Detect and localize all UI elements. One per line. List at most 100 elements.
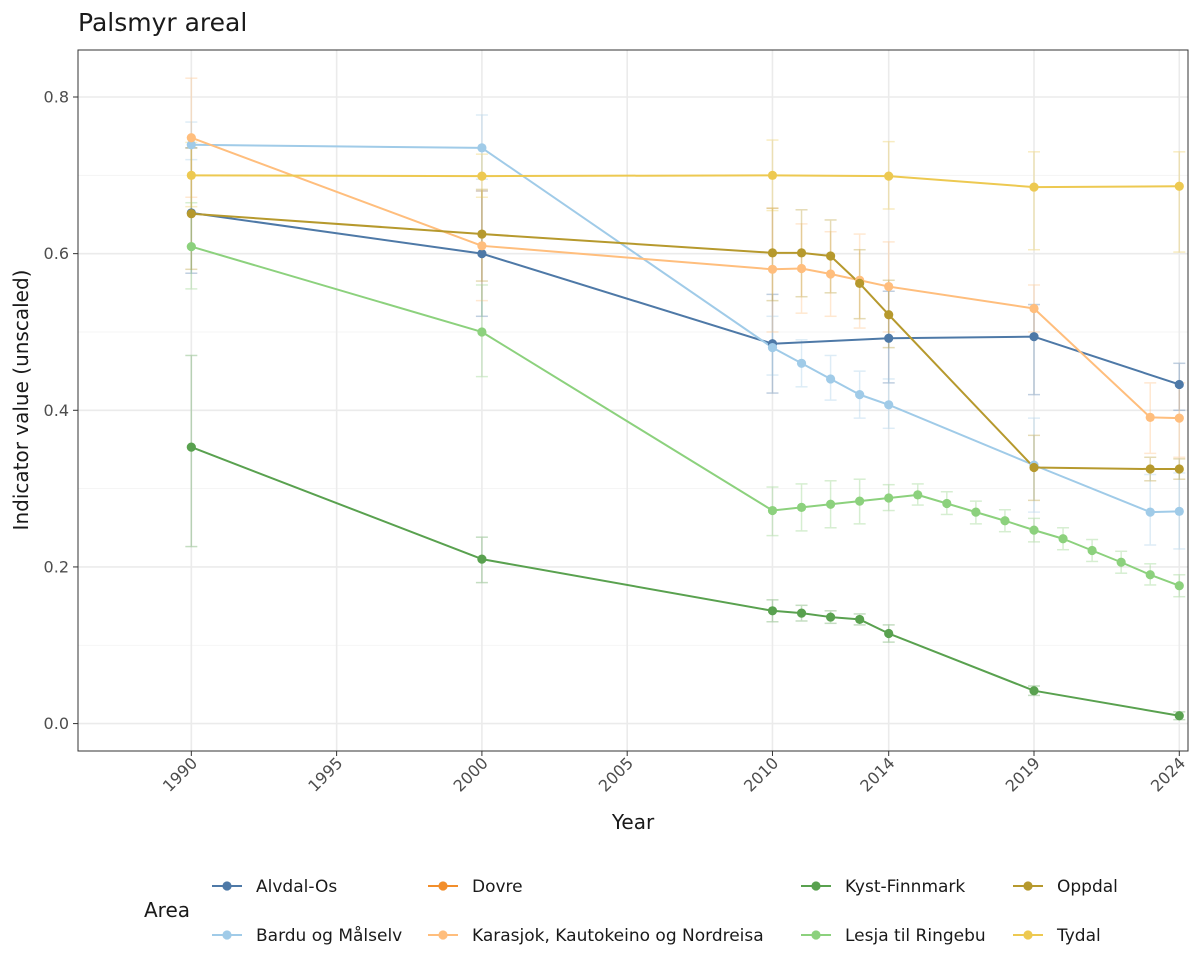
error-bars xyxy=(185,77,1186,721)
y-tick-label-0: 0.0 xyxy=(44,714,69,733)
point-tydal-1990 xyxy=(186,170,196,180)
point-kyst-finnmark-2019 xyxy=(1029,686,1039,696)
legend-label-bardu-og-malselv: Bardu og Målselv xyxy=(256,925,402,946)
series-line-oppdal xyxy=(191,212,1180,471)
point-lesja-til-ringebu-2011 xyxy=(796,502,807,513)
point-bardu-og-malselv-2011 xyxy=(796,358,807,368)
point-lesja-til-ringebu-2017 xyxy=(971,507,981,517)
errorbar-tydal-2024 xyxy=(1173,151,1186,253)
point-bardu-og-malselv-2000 xyxy=(477,143,487,153)
legend-key-point-karasjok-kautokeino-og-nordreisa xyxy=(438,930,448,940)
legend-key-point-bardu-og-malselv xyxy=(222,930,232,940)
point-alvdal-os-2019 xyxy=(1029,332,1039,342)
legend-label-kyst-finnmark: Kyst-Finnmark xyxy=(845,877,965,897)
point-oppdal-2023 xyxy=(1145,464,1155,474)
legend: Alvdal-Os Bardu og Målselv Dovre Karasjok, … xyxy=(212,877,1118,946)
legend-item-kyst-finnmark: Kyst-Finnmark xyxy=(801,877,965,897)
point-tydal-2000 xyxy=(477,171,487,181)
legend-item-lesja-til-ringebu: Lesja til Ringebu xyxy=(801,926,986,946)
y-axis: 0.0 0.2 0.4 0.6 0.8 xyxy=(44,87,78,733)
x-tick-label-0: 1990 xyxy=(159,753,201,795)
point-lesja-til-ringebu-1990 xyxy=(186,241,196,252)
point-lesja-til-ringebu-2012 xyxy=(825,499,836,509)
point-tydal-2024 xyxy=(1174,181,1184,191)
point-lesja-til-ringebu-2013 xyxy=(855,496,865,506)
point-karasjok-kautokeino-og-nordreisa-2019 xyxy=(1029,303,1039,314)
point-karasjok-kautokeino-og-nordreisa-2024 xyxy=(1174,413,1184,423)
point-lesja-til-ringebu-2021 xyxy=(1087,545,1097,556)
legend-key-point-alvdal-os xyxy=(222,881,232,891)
point-karasjok-kautokeino-og-nordreisa-2012 xyxy=(825,269,836,279)
point-kyst-finnmark-2011 xyxy=(796,608,807,618)
point-karasjok-kautokeino-og-nordreisa-2011 xyxy=(796,263,807,274)
point-karasjok-kautokeino-og-nordreisa-1990 xyxy=(186,133,196,143)
grid xyxy=(78,50,1188,751)
point-oppdal-2011 xyxy=(796,248,807,258)
errorbar-tydal-2019 xyxy=(1027,151,1040,251)
legend-key-point-dovre xyxy=(438,881,448,891)
legend-label-oppdal: Oppdal xyxy=(1057,877,1118,897)
point-lesja-til-ringebu-2000 xyxy=(477,327,487,337)
x-tick-label-2: 2000 xyxy=(450,753,492,795)
point-kyst-finnmark-2014 xyxy=(884,628,894,639)
legend-label-alvdal-os: Alvdal-Os xyxy=(256,877,337,897)
series-line-lesja-til-ringebu xyxy=(191,245,1180,587)
point-bardu-og-malselv-2023 xyxy=(1145,507,1155,517)
point-alvdal-os-2024 xyxy=(1174,379,1184,390)
chart-title: Palsmyr areal xyxy=(78,8,247,37)
point-karasjok-kautokeino-og-nordreisa-2014 xyxy=(884,281,894,292)
point-alvdal-os-2000 xyxy=(477,249,487,259)
y-tick-label-3: 0.6 xyxy=(44,244,69,263)
point-oppdal-2013 xyxy=(855,278,865,289)
y-tick-label-4: 0.8 xyxy=(44,87,69,106)
series-line-kyst-finnmark xyxy=(190,446,1180,717)
point-oppdal-1990 xyxy=(186,209,196,219)
legend-item-bardu-og-malselv: Bardu og Målselv xyxy=(212,925,402,946)
legend-key-point-tydal xyxy=(1023,930,1033,940)
series-line-tydal xyxy=(191,174,1180,189)
panel-border xyxy=(77,49,1189,752)
point-bardu-og-malselv-2024 xyxy=(1174,506,1184,516)
series-lines xyxy=(190,136,1180,717)
point-kyst-finnmark-2000 xyxy=(477,554,487,564)
x-tick-label-7: 2024 xyxy=(1147,753,1189,795)
legend-item-tydal: Tydal xyxy=(1013,926,1101,946)
series-line-alvdal-os xyxy=(191,211,1180,386)
point-lesja-til-ringebu-2020 xyxy=(1058,534,1068,544)
y-tick-label-2: 0.4 xyxy=(44,401,69,420)
point-bardu-og-malselv-2013 xyxy=(855,390,865,400)
legend-key-point-lesja-til-ringebu xyxy=(811,930,821,940)
point-tydal-2014 xyxy=(884,171,894,181)
point-lesja-til-ringebu-2016 xyxy=(942,498,952,509)
series-line-karasjok-kautokeino-og-nordreisa xyxy=(190,136,1180,420)
point-oppdal-2000 xyxy=(477,229,487,239)
point-kyst-finnmark-1990 xyxy=(186,442,196,452)
x-tick-label-4: 2010 xyxy=(740,753,782,795)
point-oppdal-2014 xyxy=(884,310,894,320)
legend-title: Area xyxy=(144,898,190,922)
point-karasjok-kautokeino-og-nordreisa-2023 xyxy=(1145,412,1155,422)
legend-label-karasjok-kautokeino-og-nordreisa: Karasjok, Kautokeino og Nordreisa xyxy=(472,926,764,946)
legend-item-karasjok-kautokeino-og-nordreisa: Karasjok, Kautokeino og Nordreisa xyxy=(428,926,764,946)
series-line-bardu-og-malselv xyxy=(191,143,1180,514)
legend-label-dovre: Dovre xyxy=(472,877,523,897)
point-lesja-til-ringebu-2022 xyxy=(1116,557,1126,567)
x-tick-label-3: 2005 xyxy=(595,753,637,795)
point-bardu-og-malselv-2012 xyxy=(825,374,836,384)
point-kyst-finnmark-2012 xyxy=(825,612,836,622)
point-oppdal-2012 xyxy=(825,251,836,261)
point-lesja-til-ringebu-2014 xyxy=(884,493,894,503)
legend-key-point-oppdal xyxy=(1023,881,1033,891)
point-oppdal-2024 xyxy=(1174,464,1184,474)
legend-label-tydal: Tydal xyxy=(1056,926,1101,946)
point-kyst-finnmark-2010 xyxy=(767,606,778,616)
point-oppdal-2019 xyxy=(1029,462,1039,473)
point-lesja-til-ringebu-2024 xyxy=(1174,581,1184,591)
legend-item-oppdal: Oppdal xyxy=(1013,877,1118,897)
point-lesja-til-ringebu-2018 xyxy=(1000,516,1010,526)
legend-key-point-kyst-finnmark xyxy=(811,881,821,891)
y-axis-title: Indicator value (unscaled) xyxy=(9,270,33,531)
point-alvdal-os-2014 xyxy=(884,333,894,343)
point-lesja-til-ringebu-2015 xyxy=(913,490,923,500)
